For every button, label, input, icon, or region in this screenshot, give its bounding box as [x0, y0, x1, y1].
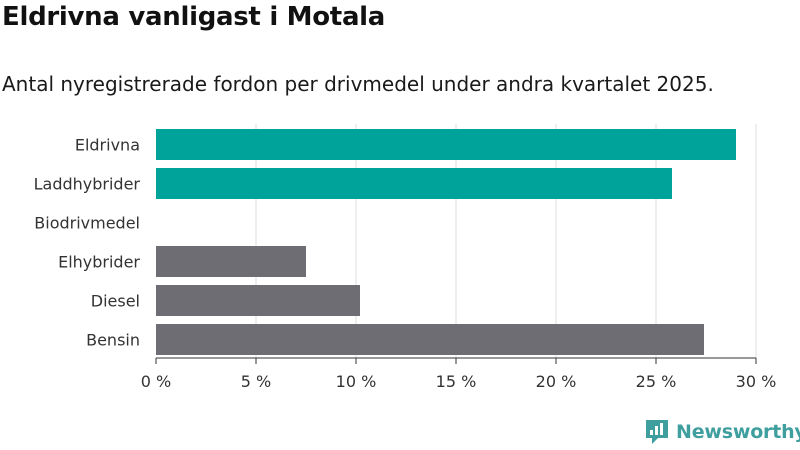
category-label: Diesel: [91, 292, 140, 311]
x-tick-label: 20 %: [536, 372, 577, 391]
x-tick-label: 15 %: [436, 372, 477, 391]
category-label: Biodrivmedel: [34, 214, 140, 233]
category-label: Laddhybrider: [34, 175, 141, 194]
bar: [156, 168, 672, 199]
category-label: Eldrivna: [75, 136, 140, 155]
x-tick-label: 25 %: [636, 372, 677, 391]
chart-title: Eldrivna vanligast i Motala: [2, 2, 386, 32]
brand-name: Newsworthy: [676, 421, 800, 443]
x-tick-label: 5 %: [241, 372, 271, 391]
brand-logo: Newsworthy: [644, 418, 800, 446]
bar: [156, 324, 704, 355]
bar: [156, 129, 736, 160]
x-tick-label: 10 %: [336, 372, 377, 391]
x-tick-label: 30 %: [736, 372, 777, 391]
bar: [156, 246, 306, 277]
newsworthy-logo-icon: [646, 420, 668, 444]
category-label: Bensin: [86, 331, 140, 350]
chart-subtitle: Antal nyregistrerade fordon per drivmede…: [2, 72, 714, 96]
bar: [156, 285, 360, 316]
x-tick-label: 0 %: [141, 372, 171, 391]
category-label: Elhybrider: [58, 253, 140, 272]
